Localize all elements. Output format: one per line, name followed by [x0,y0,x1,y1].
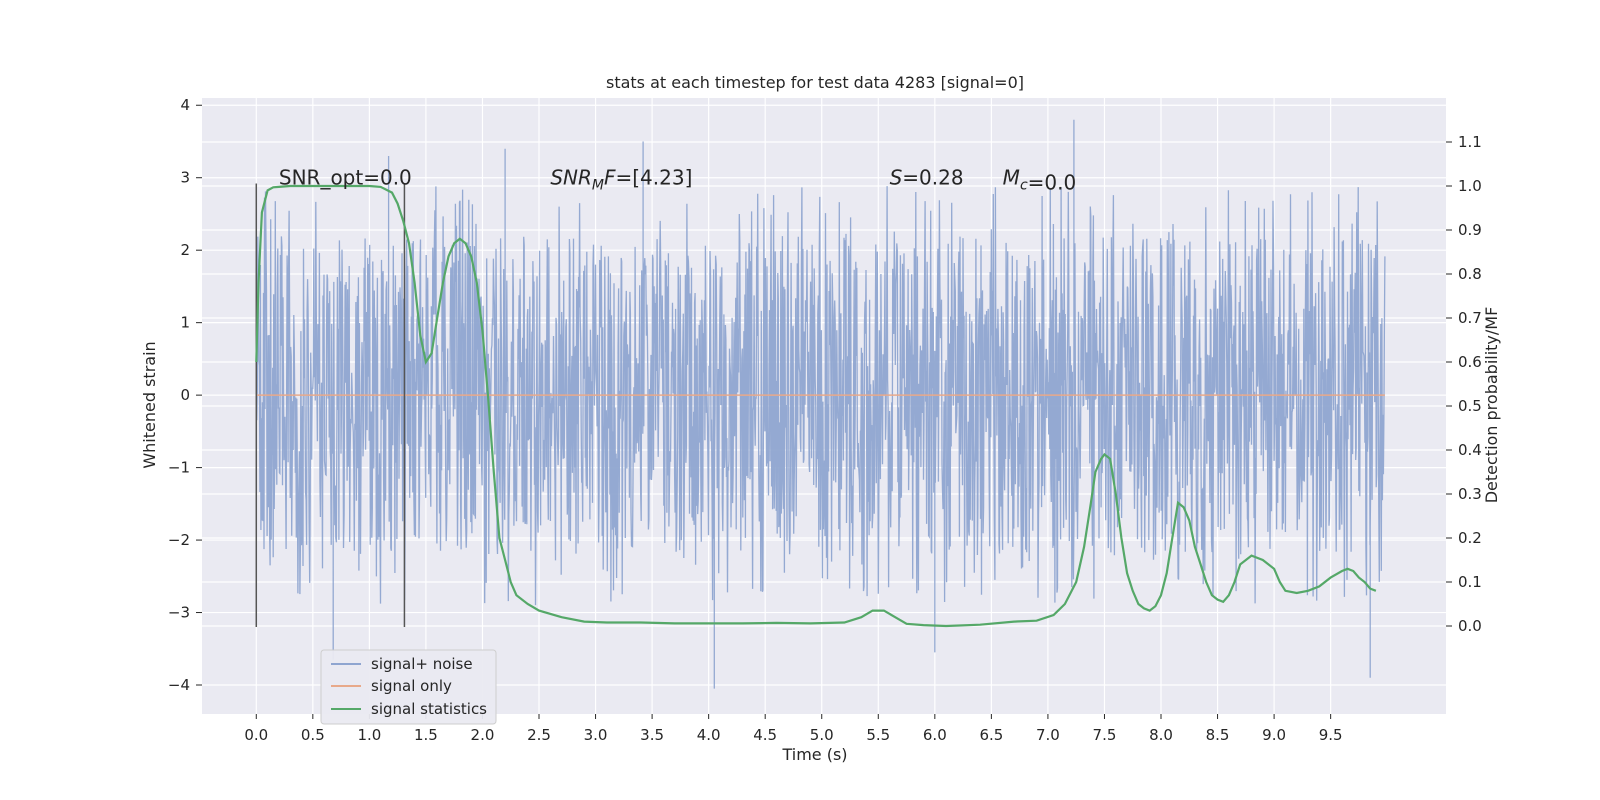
series-signal-statistics [255,184,1377,628]
y-right-tick-label: 0.0 [1458,617,1482,635]
y-left-tick-label: 2 [180,241,190,259]
x-axis-label: Time (s) [781,745,847,764]
annotation-part: M [1003,166,1020,190]
statistics-line [255,184,1377,628]
legend-label-stats: signal statistics [371,700,487,718]
annotation-part: SNR_opt [279,166,363,190]
y-left-axis-ticks: 4 3 2 1 0 −1 −2 −3 −4 [168,96,202,694]
x-tick-label: 4.0 [697,726,721,744]
x-tick-label: 2.0 [471,726,495,744]
x-tick-label: 1.5 [414,726,438,744]
y-left-tick-label: −1 [168,459,190,477]
y-left-tick-label: 3 [180,169,190,187]
y-left-tick-label: −3 [168,604,190,622]
x-tick-label: 3.0 [584,726,608,744]
y-left-tick-label: −4 [168,676,190,694]
x-axis-ticks: 0.0 0.5 1.0 1.5 2.0 2.5 3.0 3.5 4.0 4.5 5.0 5.5 6.0 6… [244,714,1343,744]
y-right-tick-label: 0.5 [1458,397,1482,415]
annotation-value: =0.0 [363,166,412,190]
legend-frame [320,649,497,725]
annotation-1: SNRMF=[4.23] [550,166,692,194]
x-tick-label: 2.5 [527,726,551,744]
x-tick-label: 3.5 [640,726,664,744]
x-tick-label: 8.5 [1206,726,1230,744]
y-left-axis-label: Whitened strain [140,341,159,468]
x-tick-label: 6.0 [923,726,947,744]
x-tick-label: 7.5 [1093,726,1117,744]
legend: signal+ noise signal only signal statist… [320,649,497,725]
y-right-tick-label: 0.3 [1458,485,1482,503]
annotations: SNR_opt=0.0 SNRMF=[4.23] S=0.28 Mc=0.0 [279,166,1076,195]
annotation-3: Mc=0.0 [1003,166,1077,195]
x-tick-label: 1.0 [357,726,381,744]
y-left-tick-label: 0 [180,386,190,404]
annotation-value: =0.0 [1028,171,1077,195]
legend-label-noise: signal+ noise [371,655,473,673]
y-right-tick-label: 0.8 [1458,265,1482,283]
y-left-tick-label: 4 [180,96,190,114]
annotation-value: =0.28 [902,166,963,190]
annotation-part: SNR [550,166,592,190]
x-tick-label: 5.5 [866,726,890,744]
y-right-tick-label: 1.1 [1458,133,1482,151]
annotation-subscript: c [1020,178,1028,194]
x-tick-label: 4.5 [753,726,777,744]
x-tick-label: 9.0 [1262,726,1286,744]
legend-label-signal: signal only [371,677,452,695]
x-tick-label: 5.0 [810,726,834,744]
annotation-value: =[4.23] [615,166,692,190]
y-right-tick-label: 0.2 [1458,529,1482,547]
y-right-axis-ticks: 1.1 1.0 0.9 0.8 0.7 0.6 0.5 0.4 0.3 0.2 0.1 0.0 [1446,133,1482,635]
marker-lines [255,183,406,628]
x-tick-label: 0.5 [301,726,325,744]
annotation-part: F [604,166,616,190]
y-right-tick-label: 0.1 [1458,573,1482,591]
x-tick-label: 6.5 [979,726,1003,744]
x-tick-label: 8.0 [1149,726,1173,744]
y-right-tick-label: 0.7 [1458,309,1482,327]
y-left-tick-label: 1 [180,314,190,332]
chart-title: stats at each timestep for test data 428… [606,73,1024,92]
x-tick-label: 0.0 [244,726,268,744]
x-tick-label: 9.5 [1319,726,1343,744]
series-signal-plus-noise [255,119,1386,689]
y-left-tick-label: −2 [168,531,190,549]
annotation-part: S [890,166,903,190]
y-right-tick-label: 0.9 [1458,221,1482,239]
annotation-subscript: M [592,178,604,194]
annotation-0: SNR_opt=0.0 [279,166,412,190]
y-right-tick-label: 1.0 [1458,177,1482,195]
noise-trace [255,119,1386,689]
y-right-tick-label: 0.4 [1458,441,1482,459]
y-right-tick-label: 0.6 [1458,353,1482,371]
x-tick-label: 7.0 [1036,726,1060,744]
annotation-2: S=0.28 [890,166,964,190]
y-right-axis-label: Detection probability/MF [1482,307,1501,504]
